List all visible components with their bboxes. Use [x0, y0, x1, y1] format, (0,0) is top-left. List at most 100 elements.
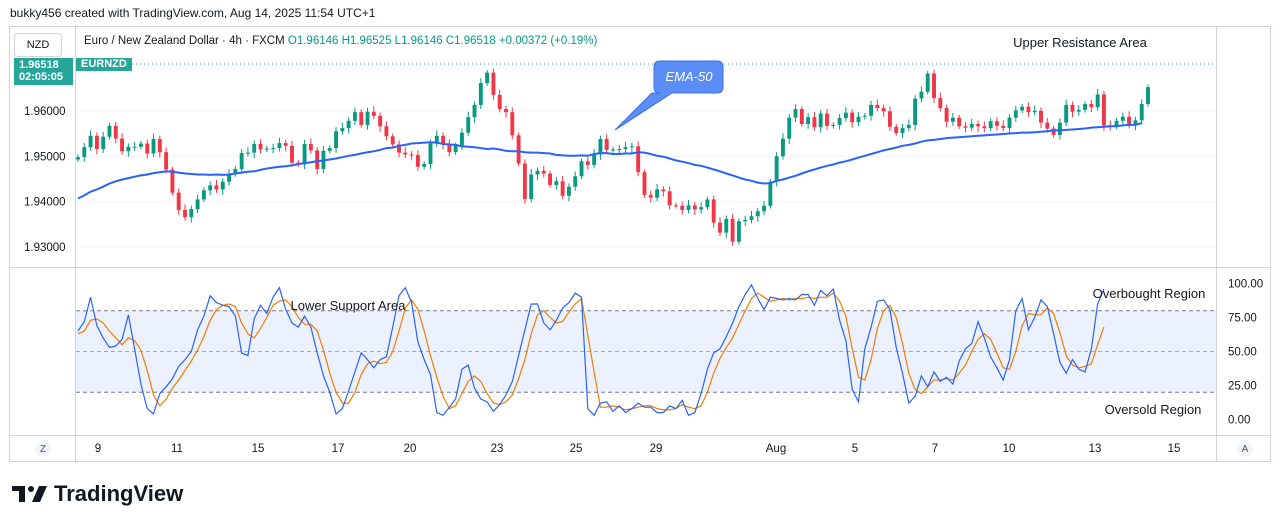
candle-body [718, 222, 722, 233]
candle-body [1045, 122, 1050, 129]
candles [76, 68, 1150, 246]
candle-body [290, 145, 294, 163]
tradingview-logo[interactable]: TradingView [12, 481, 183, 507]
candle-body [787, 117, 792, 139]
candle-body [579, 161, 584, 177]
candle-body [459, 132, 464, 146]
candle-body [504, 109, 508, 113]
candle-body [598, 139, 603, 155]
overbought-label: Overbought Region [1093, 286, 1206, 301]
upper-resistance-label: Upper Resistance Area [1013, 35, 1147, 50]
candle-body [415, 154, 420, 167]
chart-frame [9, 26, 1271, 462]
rsi-tick-label: 0.00 [1228, 414, 1250, 426]
candle-body [195, 199, 200, 209]
candle-body [220, 181, 225, 190]
price-tick-label: 1.93000 [24, 242, 66, 254]
candle-body [743, 219, 748, 222]
candle-body [837, 118, 842, 125]
candle-body [1070, 104, 1075, 112]
candle-body [1114, 120, 1119, 127]
candle-body [957, 117, 962, 127]
candle-body [944, 108, 949, 122]
candle-body [227, 174, 232, 182]
time-tick-label: 10 [1003, 443, 1016, 455]
candle-body [245, 152, 250, 154]
time-tick-label: 15 [252, 443, 265, 455]
candle-body [554, 181, 559, 185]
candle-body [963, 126, 968, 128]
candle-body [1120, 116, 1125, 121]
time-tick-label: 25 [570, 443, 583, 455]
candle-body [988, 121, 993, 129]
candle-body [94, 135, 99, 149]
candle-body [271, 148, 276, 150]
time-axis: 9 11 15 17 20 23 25 29 Aug 5 7 10 13 15 [95, 443, 1181, 455]
candle-body [831, 124, 836, 126]
candle-body [529, 174, 534, 199]
zoom-button[interactable]: Z [35, 441, 51, 457]
candle-body [447, 144, 452, 153]
currency-label[interactable]: NZD [14, 33, 62, 57]
candle-body [441, 135, 446, 144]
price-axis: 1.96000 1.95000 1.94000 1.93000 [24, 106, 66, 254]
candle-body [850, 112, 855, 123]
candle-body [806, 117, 811, 124]
candle-body [384, 126, 389, 137]
candle-body [711, 199, 716, 223]
time-tick-label: 15 [1168, 443, 1181, 455]
candle-body [403, 152, 408, 155]
candle-body [611, 149, 615, 151]
logo-text: TradingView [54, 481, 184, 506]
time-tick-label: 5 [852, 443, 858, 455]
candle-body [843, 112, 848, 119]
candle-body [302, 144, 307, 165]
auto-scale-button[interactable]: A [1237, 441, 1253, 457]
candle-body [1076, 109, 1081, 112]
candle-body [560, 181, 565, 196]
candle-body [812, 117, 817, 128]
candle-body [510, 112, 515, 136]
candle-body [629, 146, 634, 148]
rsi-tick-label: 75.00 [1228, 313, 1257, 325]
candle-body [913, 98, 918, 125]
candle-body [1064, 104, 1069, 123]
candle-body [566, 186, 571, 196]
symbol-name[interactable]: Euro / New Zealand Dollar · 4h · FXCM [84, 35, 285, 47]
candle-body [541, 170, 546, 174]
candle-body [1095, 94, 1100, 108]
price-tag: 1.96518 02:05:05 [14, 58, 73, 85]
price-tick-label: 1.94000 [24, 197, 66, 209]
candle-body [636, 146, 641, 173]
candle-body [76, 157, 80, 160]
candle-body [390, 136, 395, 145]
candle-body [327, 148, 332, 151]
candle-body [705, 199, 710, 208]
candle-body [592, 154, 597, 165]
candle-body [107, 125, 112, 137]
candle-body [138, 143, 143, 147]
candle-body [359, 112, 364, 125]
candle-body [208, 185, 213, 191]
candle-body [1057, 122, 1062, 135]
price-tick-label: 1.95000 [24, 151, 66, 163]
candle-body [485, 72, 490, 84]
candle-body [667, 191, 672, 206]
symbol-badge: EURNZD [76, 58, 132, 71]
candle-body [1127, 116, 1132, 125]
stoch-d-line [77, 292, 1105, 411]
candle-body [1001, 125, 1006, 129]
candle-body [535, 170, 540, 175]
candle-body [648, 194, 653, 198]
rsi-axis: 100.00 75.00 50.00 25.00 0.00 [1228, 279, 1263, 427]
candle-body [736, 221, 741, 242]
candle-body [755, 211, 760, 217]
candle-body [201, 190, 206, 200]
time-tick-label: 9 [95, 443, 101, 455]
time-tick-label: Aug [766, 443, 786, 455]
candle-body [1101, 94, 1106, 126]
candle-body [132, 146, 137, 148]
candle-body [277, 143, 282, 149]
candle-body [730, 219, 735, 242]
